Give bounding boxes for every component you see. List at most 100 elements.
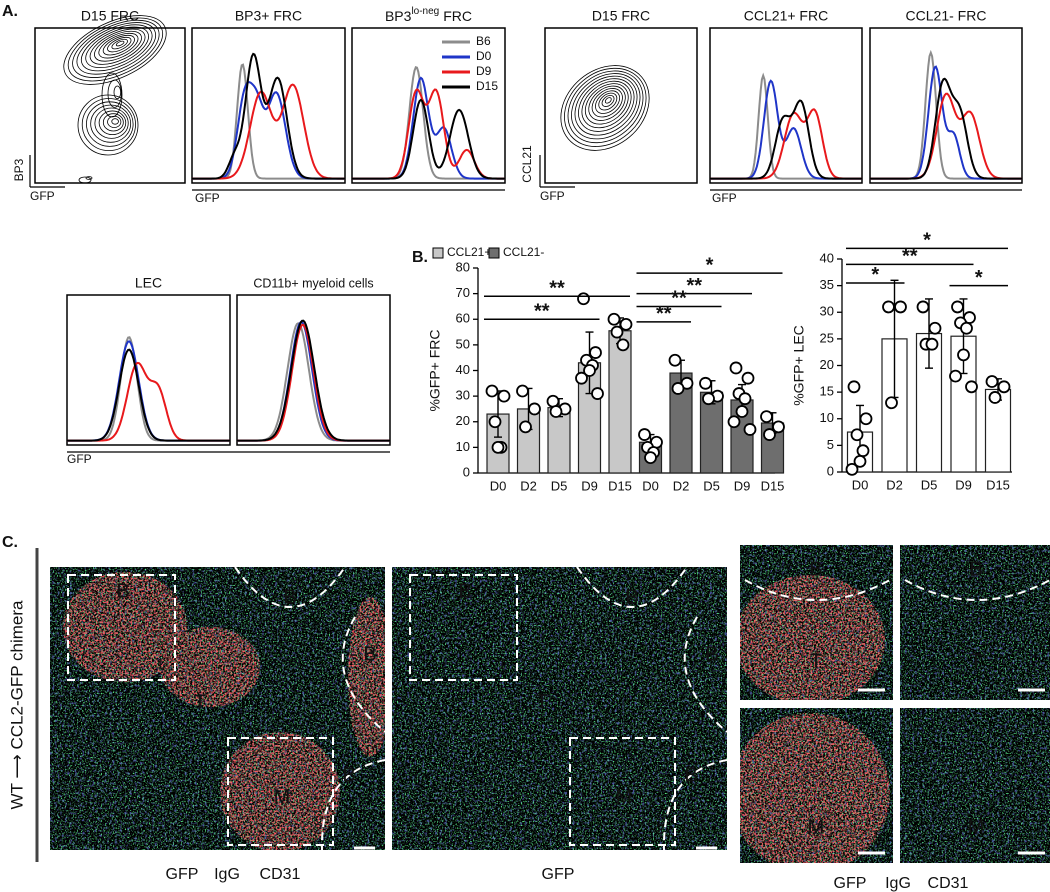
axis-label: GFP — [712, 191, 737, 205]
inset-box — [569, 737, 676, 846]
significance-label: * — [871, 264, 879, 286]
y-tick-label: 30 — [456, 388, 470, 403]
data-point — [619, 317, 633, 331]
contour-line — [102, 34, 135, 56]
contour-line — [76, 22, 156, 75]
data-point — [743, 423, 757, 436]
region-label: M — [616, 786, 633, 808]
region-label: T — [970, 650, 982, 672]
histogram-curve — [192, 52, 345, 180]
histogram-curve — [192, 63, 345, 180]
contour-line — [601, 94, 615, 107]
bar — [984, 388, 1012, 473]
contour-line — [72, 19, 160, 78]
significance-label: * — [923, 230, 931, 252]
data-point — [760, 410, 773, 424]
data-point — [528, 402, 541, 416]
green-channel — [900, 708, 1050, 863]
contour-line — [115, 40, 125, 47]
title-end: FRC — [443, 8, 472, 24]
contour-line — [89, 28, 146, 65]
plot-frame — [869, 27, 1023, 184]
data-point — [850, 428, 864, 442]
contour-line — [581, 80, 632, 129]
contour-line — [595, 90, 621, 114]
contour-line — [81, 98, 136, 152]
data-point — [671, 382, 685, 395]
channel-label: IgG — [214, 866, 240, 883]
region-label: B — [809, 558, 822, 580]
error-bar — [925, 298, 933, 369]
plot-frame — [34, 27, 186, 184]
x-tick-label: D15 — [986, 477, 1010, 492]
region-label: B — [684, 764, 697, 786]
panel-label: A. — [2, 3, 18, 20]
title-sup: lo-neg — [411, 6, 439, 17]
significance-label: ** — [549, 277, 565, 299]
region-boundary — [744, 579, 891, 601]
green-channel — [900, 545, 1050, 700]
contour-line — [94, 30, 142, 62]
legend-label: CCL21- — [503, 245, 544, 259]
channel-label: IgG — [885, 875, 911, 892]
histogram-curve — [870, 92, 1022, 180]
histogram-curve — [710, 99, 862, 180]
data-point — [702, 392, 715, 406]
contour-line — [571, 73, 641, 140]
data-point — [491, 440, 505, 454]
contour-line — [604, 97, 612, 104]
side-label: WT ⟶ CCL2-GFP chimera — [7, 600, 26, 809]
plot-frame — [66, 294, 231, 446]
region-boundary — [683, 616, 728, 733]
x-tick-label: D15 — [608, 478, 632, 493]
x-tick-label: D9 — [734, 478, 751, 493]
data-point — [485, 384, 499, 398]
contour-line — [111, 38, 128, 50]
data-point — [519, 420, 532, 434]
x-tick-label: D2 — [520, 478, 537, 493]
contour-line — [567, 70, 644, 144]
contour-line — [98, 110, 127, 136]
data-point — [960, 321, 973, 335]
axis-label: BP3 — [12, 158, 26, 181]
histogram-curve — [870, 77, 1022, 180]
x-tick-label: D9 — [581, 478, 598, 493]
legend-label: CCL21+ — [447, 245, 491, 259]
x-tick-label: D0 — [852, 477, 869, 492]
x-tick-label: D9 — [955, 477, 972, 492]
y-tick-label: 10 — [820, 410, 834, 425]
data-point — [856, 444, 870, 458]
y-tick-label: 15 — [820, 384, 834, 399]
channel-label: GFP — [834, 875, 867, 892]
contour-line — [94, 107, 129, 139]
data-point — [985, 375, 999, 388]
significance-label: ** — [686, 275, 702, 297]
data-point — [988, 391, 1002, 404]
region-label: T — [194, 691, 206, 713]
histogram-curve — [352, 98, 505, 180]
legend-label: D15 — [476, 79, 498, 93]
significance-label: * — [975, 267, 983, 289]
data-point — [668, 353, 682, 367]
data-point — [591, 387, 604, 400]
contour-line — [113, 85, 122, 100]
region-label: 2 — [873, 831, 881, 847]
data-point — [951, 300, 964, 314]
data-point — [549, 405, 563, 418]
axis-label: GFP — [67, 452, 92, 466]
y-tick-label: 40 — [456, 362, 470, 377]
x-tick-label: D5 — [551, 478, 568, 493]
region-label: M — [274, 786, 291, 808]
y-axis-label: %GFP+ LEC — [791, 325, 807, 406]
legend-swatch — [488, 247, 500, 259]
contour-line — [78, 176, 92, 184]
data-point — [589, 346, 602, 359]
channel-label: GFP — [166, 866, 199, 883]
y-tick-label: 20 — [820, 357, 834, 372]
region-boundary — [662, 759, 728, 851]
plot-frame — [236, 294, 391, 446]
y-tick-label: 80 — [456, 259, 470, 274]
y-tick-label: 50 — [456, 336, 470, 351]
histogram-curve — [710, 72, 862, 180]
